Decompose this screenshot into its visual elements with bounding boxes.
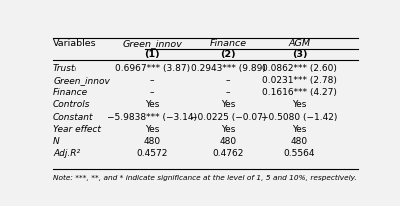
Text: 0.6967*** (3.87): 0.6967*** (3.87) bbox=[115, 64, 190, 73]
Text: Yes: Yes bbox=[292, 101, 307, 109]
Text: –: – bbox=[150, 76, 154, 85]
Text: 0.2943*** (9.89): 0.2943*** (9.89) bbox=[191, 64, 266, 73]
Text: Constant: Constant bbox=[53, 112, 94, 122]
Text: Yes: Yes bbox=[145, 101, 160, 109]
Text: (1): (1) bbox=[144, 50, 160, 59]
Text: Finance: Finance bbox=[210, 39, 247, 48]
Text: 0.4572: 0.4572 bbox=[137, 149, 168, 158]
Text: AGM: AGM bbox=[288, 39, 311, 48]
Text: Year effect: Year effect bbox=[53, 125, 101, 134]
Text: −5.9838*** (−3.14): −5.9838*** (−3.14) bbox=[107, 112, 197, 122]
Text: Yes: Yes bbox=[145, 125, 160, 134]
Text: Yes: Yes bbox=[221, 125, 236, 134]
Text: Finance: Finance bbox=[53, 88, 88, 97]
Text: Green_innov: Green_innov bbox=[53, 76, 110, 85]
Text: Controls: Controls bbox=[53, 101, 90, 109]
Text: N: N bbox=[53, 137, 60, 146]
Text: 480: 480 bbox=[220, 137, 237, 146]
Text: 0.1616*** (4.27): 0.1616*** (4.27) bbox=[262, 88, 337, 97]
Text: (2): (2) bbox=[220, 50, 236, 59]
Text: Yes: Yes bbox=[221, 101, 236, 109]
Text: –: – bbox=[150, 88, 154, 97]
Text: Note: ***, **, and * indicate significance at the level of 1, 5 and 10%, respect: Note: ***, **, and * indicate significan… bbox=[53, 175, 357, 181]
Text: 0.0862*** (2.60): 0.0862*** (2.60) bbox=[262, 64, 337, 73]
Text: 480: 480 bbox=[291, 137, 308, 146]
Text: 480: 480 bbox=[144, 137, 161, 146]
Text: –: – bbox=[226, 76, 230, 85]
Text: Variables: Variables bbox=[53, 39, 97, 48]
Text: 0.5564: 0.5564 bbox=[284, 149, 315, 158]
Text: Yes: Yes bbox=[292, 125, 307, 134]
Text: 0.4762: 0.4762 bbox=[212, 149, 244, 158]
Text: –: – bbox=[226, 88, 230, 97]
Text: Green_innov: Green_innov bbox=[122, 39, 182, 48]
Text: (3): (3) bbox=[292, 50, 307, 59]
Text: Adj.R²: Adj.R² bbox=[53, 149, 80, 158]
Text: 0.0231*** (2.78): 0.0231*** (2.78) bbox=[262, 76, 337, 85]
Text: −0.0225 (−0.07): −0.0225 (−0.07) bbox=[190, 112, 266, 122]
Text: −0.5080 (−1.42): −0.5080 (−1.42) bbox=[261, 112, 338, 122]
Text: Trustᵢ: Trustᵢ bbox=[53, 64, 77, 73]
